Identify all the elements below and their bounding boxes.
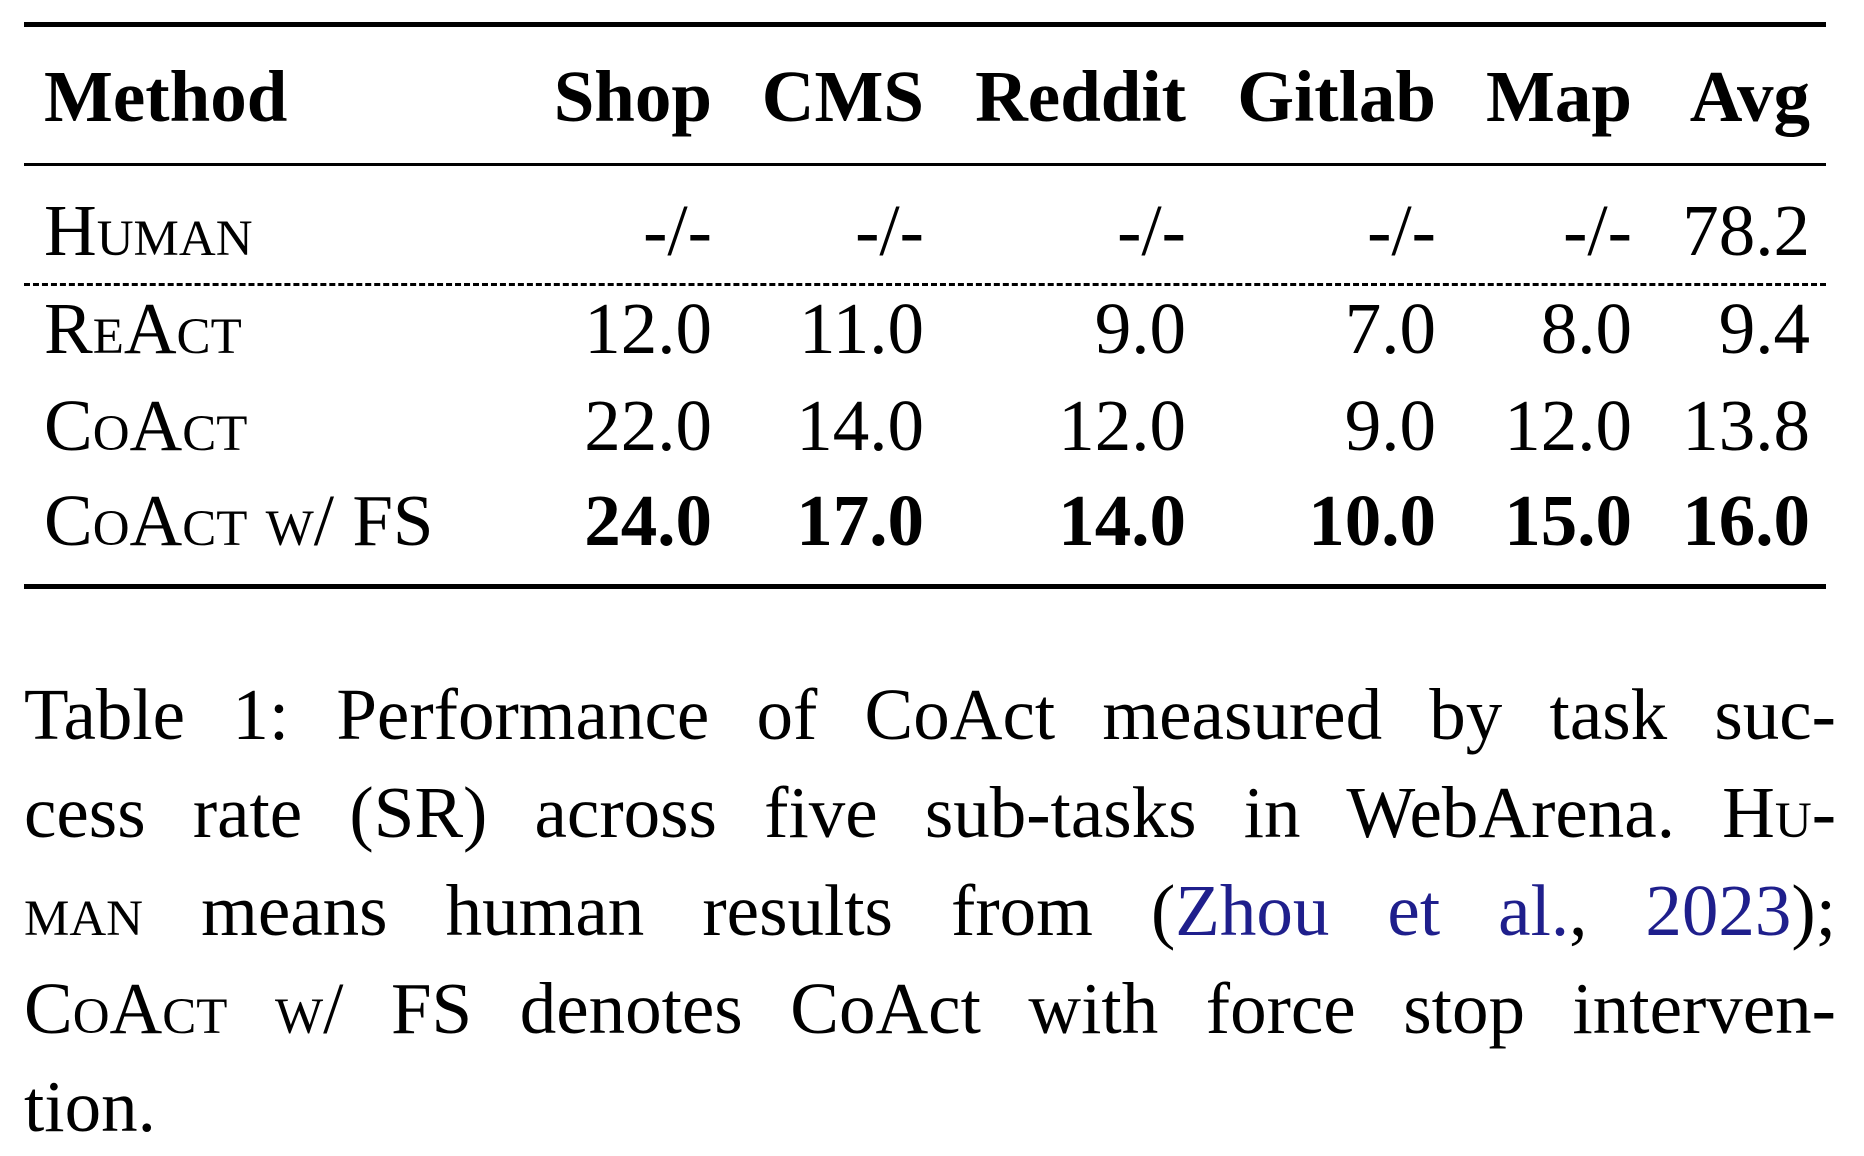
row-human-gitlab: -/-	[1367, 190, 1436, 271]
table-bottom-rule	[24, 584, 1826, 589]
row-coact-method: CoAct	[44, 385, 248, 466]
row-react-gitlab: 7.0	[1344, 288, 1436, 369]
caption-text: FS denotes CoAct with force stop interve…	[390, 968, 1836, 1049]
row-coact-fs-map: 15.0	[1504, 480, 1632, 561]
header-gitlab: Gitlab	[1237, 56, 1436, 137]
caption-line: man means human results from (Zhou et al…	[24, 862, 1836, 960]
row-react-shop: 12.0	[584, 288, 712, 369]
header-map: Map	[1486, 56, 1632, 137]
header-method: Method	[44, 56, 288, 137]
row-coact-cms: 14.0	[796, 385, 924, 466]
caption-text: Table 1: Performance of CoAct measured b…	[24, 674, 1836, 755]
row-react-method: ReAct	[44, 288, 242, 369]
row-coact-fs-reddit: 14.0	[1058, 480, 1186, 561]
row-coact-map: 12.0	[1504, 385, 1632, 466]
header-avg: Avg	[1689, 56, 1810, 137]
caption-text: means human results from (	[201, 870, 1176, 951]
row-human-map: -/-	[1563, 190, 1632, 271]
header-cms: CMS	[761, 56, 924, 137]
row-coact-fs-gitlab: 10.0	[1308, 480, 1436, 561]
row-coact-fs-shop: 24.0	[584, 480, 712, 561]
row-coact-avg: 13.8	[1682, 385, 1810, 466]
row-react-map: 8.0	[1540, 288, 1632, 369]
caption-smallcaps: CoAct w/	[24, 968, 344, 1049]
row-coact-fs-method: CoAct w/ FS	[44, 480, 434, 561]
caption-text: ,	[1569, 870, 1646, 951]
citation-link-year[interactable]: 2023	[1645, 870, 1792, 951]
caption-text: );	[1791, 870, 1837, 951]
row-coact-shop: 22.0	[584, 385, 712, 466]
row-coact-fs-avg: 16.0	[1682, 480, 1810, 561]
caption-line: cess rate (SR) across five sub-tasks in …	[24, 764, 1836, 862]
row-human-shop: -/-	[643, 190, 712, 271]
caption-text: cess rate (SR) across five sub-tasks in …	[24, 772, 1675, 853]
caption-smallcaps: man	[24, 870, 144, 951]
caption-line: Table 1: Performance of CoAct measured b…	[24, 666, 1836, 764]
citation-link-author[interactable]: Zhou et al.	[1175, 870, 1570, 951]
header-reddit: Reddit	[975, 56, 1186, 137]
row-coact-gitlab: 9.0	[1344, 385, 1436, 466]
caption-smallcaps: Hu-	[1722, 772, 1837, 853]
row-react-cms: 11.0	[798, 288, 924, 369]
row-coact-reddit: 12.0	[1058, 385, 1186, 466]
table-caption: Table 1: Performance of CoAct measured b…	[24, 666, 1836, 1156]
row-human-reddit: -/-	[1117, 190, 1186, 271]
caption-line: tion.	[24, 1058, 1836, 1156]
row-react-reddit: 9.0	[1094, 288, 1186, 369]
header-shop: Shop	[553, 56, 712, 137]
table-header-rule	[24, 163, 1826, 166]
row-react-avg: 9.4	[1718, 288, 1810, 369]
caption-text: tion.	[24, 1066, 156, 1147]
table-dashed-rule	[24, 283, 1826, 286]
row-human-method: Human	[44, 190, 253, 271]
caption-line: CoAct w/ FS denotes CoAct with force sto…	[24, 960, 1836, 1058]
row-coact-fs-cms: 17.0	[796, 480, 924, 561]
table-top-rule	[24, 22, 1826, 27]
row-human-avg: 78.2	[1682, 190, 1810, 271]
row-human-cms: -/-	[855, 190, 924, 271]
